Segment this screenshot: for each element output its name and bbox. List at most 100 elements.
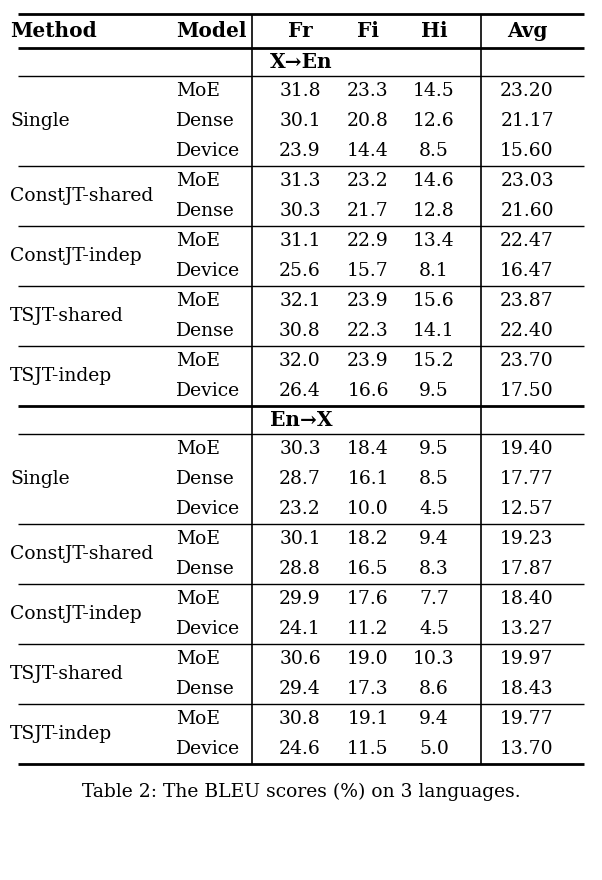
Text: Dense: Dense xyxy=(176,322,235,340)
Text: 23.3: 23.3 xyxy=(347,82,389,100)
Text: 29.9: 29.9 xyxy=(279,590,321,608)
Text: Device: Device xyxy=(176,620,240,638)
Text: 5.0: 5.0 xyxy=(419,740,449,758)
Text: 22.47: 22.47 xyxy=(500,232,554,250)
Text: 13.4: 13.4 xyxy=(413,232,455,250)
Text: 18.4: 18.4 xyxy=(347,440,389,458)
Text: 15.7: 15.7 xyxy=(347,262,389,280)
Text: TSJT-indep: TSJT-indep xyxy=(10,725,112,743)
Text: 14.6: 14.6 xyxy=(413,172,455,190)
Text: MoE: MoE xyxy=(176,590,220,608)
Text: 19.23: 19.23 xyxy=(500,530,554,548)
Text: 4.5: 4.5 xyxy=(419,500,449,518)
Text: 13.70: 13.70 xyxy=(500,740,554,758)
Text: 16.1: 16.1 xyxy=(347,470,389,488)
Text: 17.77: 17.77 xyxy=(500,470,554,488)
Text: 28.7: 28.7 xyxy=(279,470,321,488)
Text: 23.70: 23.70 xyxy=(500,352,554,370)
Text: TSJT-shared: TSJT-shared xyxy=(10,307,124,325)
Text: Device: Device xyxy=(176,740,240,758)
Text: 10.3: 10.3 xyxy=(413,650,455,668)
Text: 11.5: 11.5 xyxy=(347,740,389,758)
Text: 9.5: 9.5 xyxy=(419,440,449,458)
Text: Device: Device xyxy=(176,382,240,400)
Text: 9.5: 9.5 xyxy=(419,382,449,400)
Text: 30.1: 30.1 xyxy=(279,530,321,548)
Text: 10.0: 10.0 xyxy=(347,500,389,518)
Text: Avg: Avg xyxy=(507,21,547,41)
Text: 17.6: 17.6 xyxy=(347,590,389,608)
Text: 31.1: 31.1 xyxy=(279,232,321,250)
Text: 23.9: 23.9 xyxy=(347,352,389,370)
Text: 7.7: 7.7 xyxy=(419,590,449,608)
Text: 18.2: 18.2 xyxy=(347,530,389,548)
Text: 23.2: 23.2 xyxy=(279,500,321,518)
Text: Single: Single xyxy=(10,470,70,488)
Text: 8.1: 8.1 xyxy=(419,262,449,280)
Text: En→X: En→X xyxy=(270,410,332,430)
Text: 32.0: 32.0 xyxy=(279,352,321,370)
Text: Dense: Dense xyxy=(176,112,235,130)
Text: Method: Method xyxy=(10,21,97,41)
Text: Dense: Dense xyxy=(176,560,235,578)
Text: MoE: MoE xyxy=(176,440,220,458)
Text: 25.6: 25.6 xyxy=(279,262,321,280)
Text: 31.3: 31.3 xyxy=(279,172,321,190)
Text: 18.43: 18.43 xyxy=(500,680,554,698)
Text: Dense: Dense xyxy=(176,202,235,220)
Text: 23.87: 23.87 xyxy=(500,292,554,310)
Text: 30.1: 30.1 xyxy=(279,112,321,130)
Text: MoE: MoE xyxy=(176,530,220,548)
Text: 13.27: 13.27 xyxy=(500,620,554,638)
Text: Device: Device xyxy=(176,262,240,280)
Text: 31.8: 31.8 xyxy=(279,82,321,100)
Text: Dense: Dense xyxy=(176,680,235,698)
Text: 14.5: 14.5 xyxy=(413,82,455,100)
Text: 8.6: 8.6 xyxy=(419,680,449,698)
Text: 23.9: 23.9 xyxy=(347,292,389,310)
Text: 30.3: 30.3 xyxy=(279,440,321,458)
Text: 32.1: 32.1 xyxy=(279,292,321,310)
Text: Single: Single xyxy=(10,112,70,130)
Text: 8.3: 8.3 xyxy=(419,560,449,578)
Text: TSJT-indep: TSJT-indep xyxy=(10,367,112,385)
Text: Device: Device xyxy=(176,500,240,518)
Text: 28.8: 28.8 xyxy=(279,560,321,578)
Text: Model: Model xyxy=(176,21,246,41)
Text: 22.3: 22.3 xyxy=(347,322,389,340)
Text: 15.6: 15.6 xyxy=(413,292,455,310)
Text: 9.4: 9.4 xyxy=(419,530,449,548)
Text: 21.60: 21.60 xyxy=(500,202,554,220)
Text: 15.60: 15.60 xyxy=(500,142,554,160)
Text: 16.5: 16.5 xyxy=(347,560,389,578)
Text: 12.57: 12.57 xyxy=(500,500,554,518)
Text: 23.2: 23.2 xyxy=(347,172,389,190)
Text: 21.7: 21.7 xyxy=(347,202,389,220)
Text: MoE: MoE xyxy=(176,82,220,100)
Text: 12.6: 12.6 xyxy=(413,112,455,130)
Text: 19.77: 19.77 xyxy=(500,710,554,728)
Text: 26.4: 26.4 xyxy=(279,382,321,400)
Text: 30.8: 30.8 xyxy=(279,710,321,728)
Text: 21.17: 21.17 xyxy=(500,112,554,130)
Text: MoE: MoE xyxy=(176,232,220,250)
Text: 9.4: 9.4 xyxy=(419,710,449,728)
Text: 15.2: 15.2 xyxy=(413,352,455,370)
Text: MoE: MoE xyxy=(176,650,220,668)
Text: ConstJT-indep: ConstJT-indep xyxy=(10,605,141,623)
Text: MoE: MoE xyxy=(176,292,220,310)
Text: 24.6: 24.6 xyxy=(279,740,321,758)
Text: 23.03: 23.03 xyxy=(500,172,554,190)
Text: 11.2: 11.2 xyxy=(347,620,389,638)
Text: 22.40: 22.40 xyxy=(500,322,554,340)
Text: 19.97: 19.97 xyxy=(500,650,554,668)
Text: 23.20: 23.20 xyxy=(500,82,554,100)
Text: MoE: MoE xyxy=(176,710,220,728)
Text: TSJT-shared: TSJT-shared xyxy=(10,665,124,683)
Text: 24.1: 24.1 xyxy=(279,620,321,638)
Text: Fr: Fr xyxy=(288,21,312,41)
Text: 19.40: 19.40 xyxy=(500,440,554,458)
Text: 14.4: 14.4 xyxy=(347,142,389,160)
Text: MoE: MoE xyxy=(176,352,220,370)
Text: Fi: Fi xyxy=(357,21,379,41)
